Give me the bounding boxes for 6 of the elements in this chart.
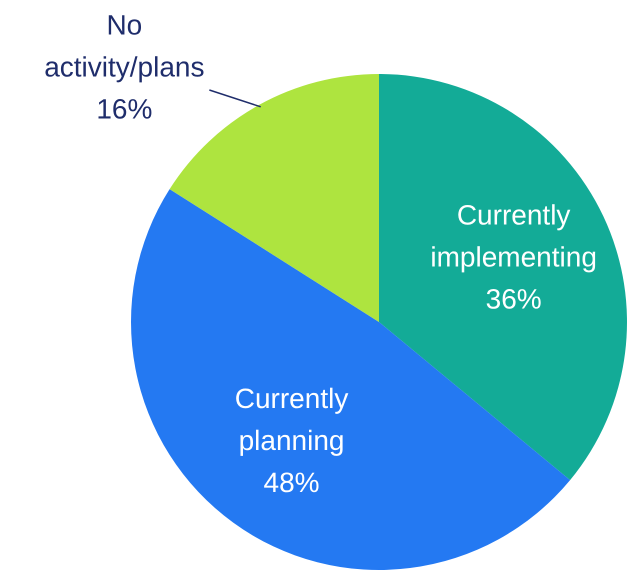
data-label: 16% <box>96 94 152 125</box>
data-label: 48% <box>264 467 320 498</box>
slice-label: Currently planning <box>234 383 348 456</box>
slice-label: Currently implementing <box>430 199 597 272</box>
slice-label: No activity/plans <box>44 10 204 83</box>
data-label: 36% <box>486 283 542 314</box>
